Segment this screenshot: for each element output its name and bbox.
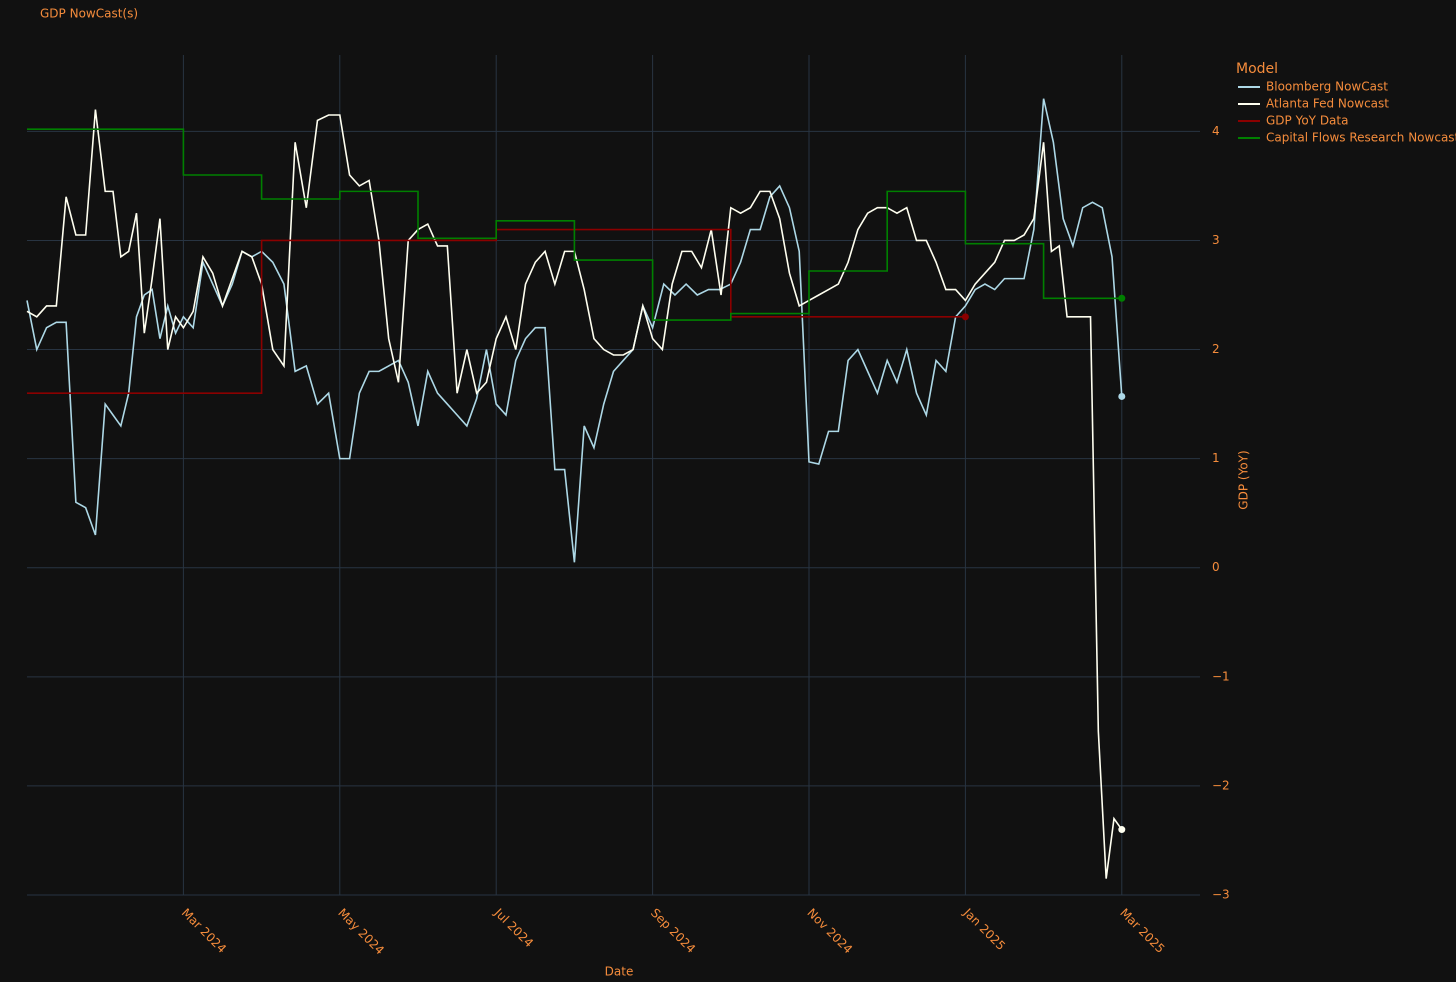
end-marker	[1118, 826, 1126, 834]
legend-label: Bloomberg NowCast	[1266, 80, 1388, 94]
y-tick-label: 1	[1212, 451, 1220, 465]
y-tick-label: −3	[1212, 888, 1230, 902]
end-marker	[1118, 392, 1126, 400]
legend: Bloomberg NowCast Atlanta Fed Nowcast GDP …	[1238, 80, 1456, 145]
y-tick-label: −1	[1212, 669, 1230, 683]
y-tick-label: 3	[1212, 233, 1220, 247]
series-line	[27, 128, 1122, 321]
y-tick-label: 4	[1212, 124, 1220, 138]
end-marker	[1118, 294, 1126, 302]
y-tick-label: 2	[1212, 342, 1220, 356]
legend-label: GDP YoY Data	[1266, 114, 1348, 128]
series-line	[26, 98, 1123, 563]
end-marker	[961, 313, 969, 321]
legend-label: Atlanta Fed Nowcast	[1266, 97, 1389, 111]
series-line	[26, 109, 1123, 879]
plot	[26, 98, 1126, 879]
legend-title: Model	[1236, 61, 1278, 77]
x-axis-title: Date	[605, 965, 634, 979]
chart-title: GDP NowCast(s)	[40, 7, 138, 21]
legend-label: Capital Flows Research Nowcast	[1266, 131, 1456, 145]
y-axis-title: GDP (YoY)	[1237, 450, 1251, 509]
y-tick-label: 0	[1212, 560, 1220, 574]
y-tick-label: −2	[1212, 778, 1230, 792]
